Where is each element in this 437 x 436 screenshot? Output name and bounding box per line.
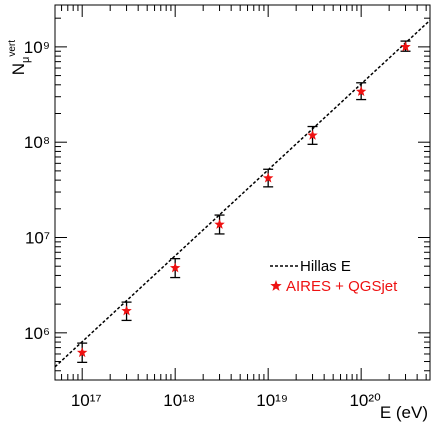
x-tick-label: 10¹⁸ — [163, 391, 195, 410]
y-tick-label: 10⁶ — [24, 324, 50, 343]
x-tick-label: 10¹⁷ — [71, 391, 102, 410]
star-point — [307, 129, 318, 140]
star-point — [76, 347, 88, 358]
hillas-line — [54, 19, 431, 368]
x-axis-label: E (eV) — [380, 403, 428, 422]
legend-label: AIRES + QGSjet — [286, 278, 398, 295]
x-tick-label: 10¹⁹ — [256, 391, 288, 410]
star-point — [214, 218, 225, 229]
y-label-main: N — [9, 63, 28, 75]
star-point — [169, 262, 181, 273]
legend-label: Hillas E — [300, 258, 351, 275]
star-point — [400, 41, 411, 52]
star-point — [121, 305, 132, 316]
y-tick-label: 10⁹ — [24, 38, 50, 57]
star-point — [262, 172, 274, 183]
y-axis-label: Nμvert — [7, 40, 32, 76]
plot-frame — [54, 4, 431, 381]
legend-swatch — [270, 280, 282, 291]
x-tick-label: 10²⁰ — [349, 391, 381, 410]
y-label-sup: vert — [7, 40, 18, 57]
y-label-sub: μ — [20, 57, 32, 63]
star-point — [355, 86, 367, 96]
y-tick-label: 10⁸ — [24, 133, 50, 152]
y-tick-label: 10⁷ — [25, 229, 50, 248]
